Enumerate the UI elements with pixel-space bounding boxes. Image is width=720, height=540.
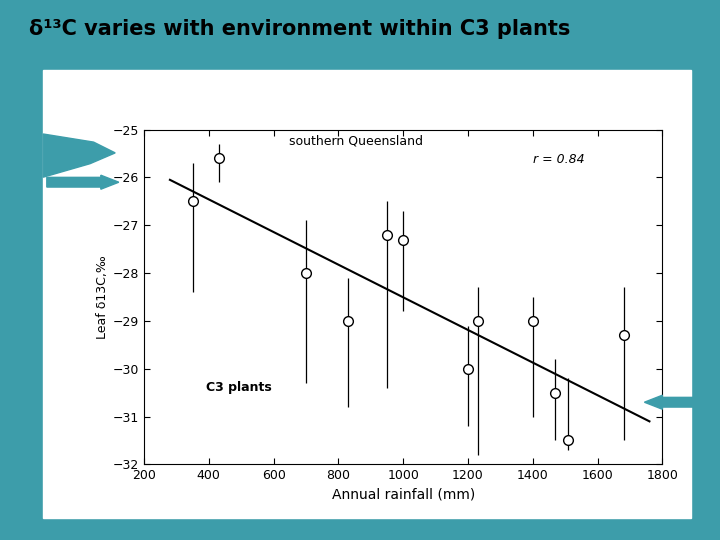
Text: δ¹³C varies with environment within C3 plants: δ¹³C varies with environment within C3 p… <box>29 19 570 39</box>
Text: C3 plants: C3 plants <box>206 381 272 394</box>
Text: southern Queensland: southern Queensland <box>289 134 423 147</box>
Y-axis label: Leaf δ13C,‰: Leaf δ13C,‰ <box>96 255 109 339</box>
X-axis label: Annual rainfall (mm): Annual rainfall (mm) <box>332 488 474 502</box>
Text: r = 0.84: r = 0.84 <box>533 153 585 166</box>
